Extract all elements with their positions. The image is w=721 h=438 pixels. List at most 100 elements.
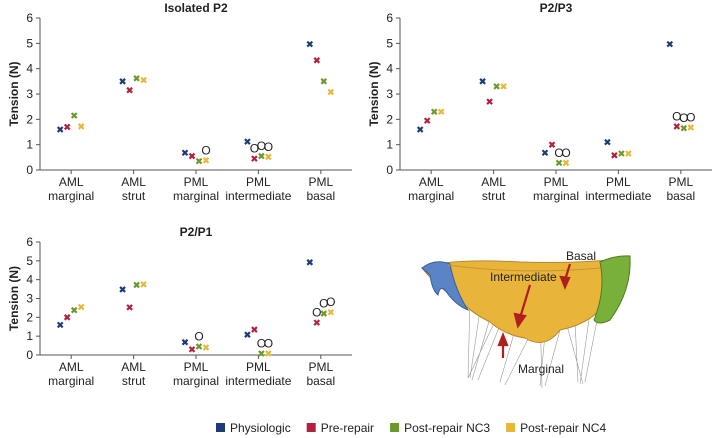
marker [423, 117, 431, 124]
x-tick-label: marginal [48, 374, 94, 388]
y-tick-label: 5 [386, 36, 393, 50]
marker [555, 159, 563, 167]
marker [77, 123, 85, 130]
x-tick-label: PML [184, 360, 209, 374]
marker [611, 152, 618, 159]
marker [119, 78, 126, 85]
marker [133, 281, 140, 289]
marker [56, 321, 64, 329]
marker [562, 159, 570, 167]
legend-label: Post-repair NC3 [404, 421, 490, 435]
x-tick-label: PML [606, 175, 631, 189]
legend-swatch [306, 423, 316, 432]
significance-mark: O [201, 143, 210, 157]
x-tick-label: AML [419, 175, 444, 189]
marker [313, 319, 321, 326]
y-tick-label: 4 [386, 62, 393, 76]
x-tick-label: marginal [408, 189, 454, 203]
y-tick-label: 0 [26, 163, 33, 177]
marker [416, 126, 424, 133]
x-tick-label: AML [121, 175, 146, 189]
illustration-label: Intermediate [490, 270, 557, 284]
legend-label: Post-repair NC4 [520, 421, 606, 435]
marker [479, 78, 486, 85]
x-tick-label: intermediate [225, 189, 291, 203]
x-tick-label: strut [122, 189, 146, 203]
y-tick-label: 1 [26, 329, 33, 343]
marker [251, 326, 258, 333]
y-tick-label: 3 [26, 87, 33, 101]
y-tick-label: 5 [26, 36, 33, 50]
marker [320, 78, 328, 85]
y-axis-label: Tension (N) [367, 61, 381, 126]
x-tick-label: strut [482, 189, 506, 203]
marker [181, 338, 189, 346]
marker [188, 346, 196, 353]
marker [70, 306, 78, 314]
x-tick-label: AML [481, 175, 506, 189]
x-tick-label: intermediate [585, 189, 651, 203]
y-tick-label: 0 [386, 163, 393, 177]
x-tick-label: marginal [173, 374, 219, 388]
marker [140, 76, 147, 84]
marker [195, 343, 203, 350]
marker [541, 149, 549, 157]
y-tick-label: 6 [386, 11, 393, 25]
x-tick-label: basal [306, 374, 335, 388]
chart-title: P2/P3 [540, 1, 573, 15]
x-tick-label: basal [666, 189, 695, 203]
marker [126, 86, 133, 94]
significance-mark: O [257, 139, 266, 153]
x-tick-label: marginal [533, 189, 579, 203]
x-tick-label: PML [308, 175, 333, 189]
marker [687, 124, 695, 131]
marker [306, 40, 314, 48]
x-tick-label: PML [184, 175, 209, 189]
significance-mark: O [194, 330, 203, 344]
y-axis-label: Tension (N) [7, 266, 21, 331]
significance-mark: O [250, 142, 259, 156]
marker [202, 157, 210, 164]
x-tick-label: AML [121, 360, 146, 374]
y-tick-label: 4 [26, 62, 33, 76]
x-tick-label: PML [544, 175, 569, 189]
marker [486, 98, 493, 105]
x-tick-label: strut [122, 374, 146, 388]
y-tick-label: 4 [26, 273, 33, 287]
x-tick-label: PML [246, 360, 271, 374]
legend-swatch [216, 423, 225, 432]
marker [70, 112, 78, 119]
marker [63, 123, 71, 131]
legend-swatch [506, 423, 516, 432]
x-tick-label: PML [246, 175, 271, 189]
significance-mark: O [686, 110, 695, 124]
significance-mark: O [679, 111, 688, 125]
x-tick-label: marginal [173, 189, 219, 203]
illustration-label: Marginal [518, 362, 564, 376]
legend-label: Pre-repair [321, 421, 374, 435]
x-tick-label: AML [59, 360, 84, 374]
marker [625, 150, 632, 157]
x-tick-label: PML [668, 175, 693, 189]
marker [244, 138, 251, 145]
marker [140, 281, 147, 288]
marker [133, 75, 140, 82]
marker [327, 308, 335, 316]
significance-mark: O [326, 295, 335, 309]
legend-swatch [390, 423, 400, 432]
marker [680, 124, 688, 132]
marker [126, 304, 133, 311]
marker [63, 314, 71, 321]
significance-mark: O [312, 306, 321, 320]
marker [195, 157, 203, 165]
marker [77, 303, 85, 311]
marker [313, 57, 321, 64]
significance-mark: O [672, 109, 681, 123]
marker [56, 126, 64, 133]
marker [320, 310, 328, 317]
y-tick-label: 3 [26, 292, 33, 306]
significance-mark: O [561, 146, 570, 160]
y-tick-label: 1 [26, 138, 33, 152]
y-tick-label: 2 [26, 112, 33, 126]
